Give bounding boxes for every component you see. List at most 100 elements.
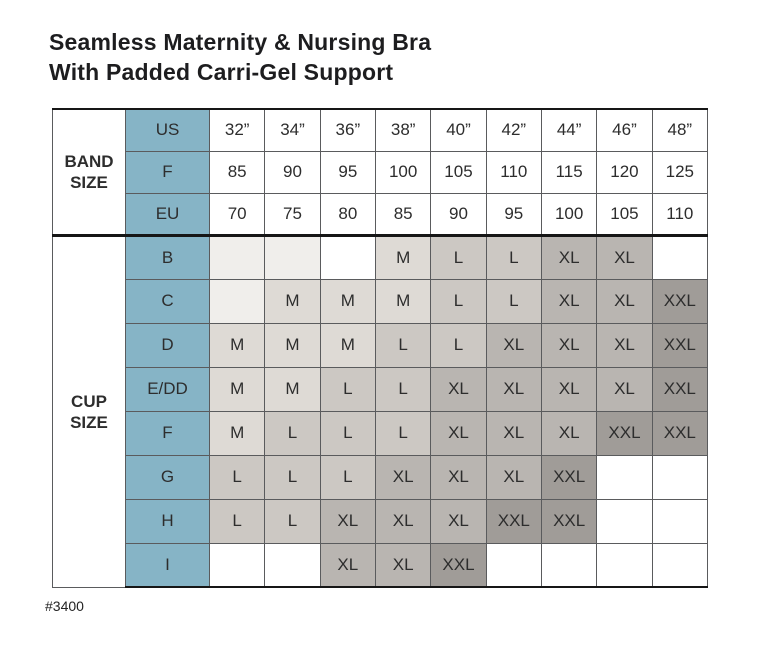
- cup-size-cell: M: [264, 322, 321, 368]
- band-value-cell: 75: [264, 192, 321, 237]
- cup-size-cell: XL: [596, 366, 653, 412]
- cup-size-cell: L: [485, 233, 542, 280]
- band-value-cell: 38”: [374, 108, 432, 152]
- band-value-cell: 85: [374, 192, 432, 237]
- cup-size-cell: L: [208, 454, 266, 500]
- cup-size-cell: L: [430, 322, 487, 368]
- cup-size-cell: XL: [430, 498, 487, 544]
- cup-size-cell: M: [374, 278, 432, 324]
- cup-size-cell: [208, 233, 266, 280]
- cup-size-cell: XL: [596, 322, 653, 368]
- band-value-cell: 32”: [208, 108, 266, 152]
- band-size-label: BAND SIZE: [52, 108, 126, 236]
- band-row-eu: EU 70 75 80 85 90 95 100 105 110: [53, 192, 709, 237]
- cup-size-cell: [596, 498, 653, 544]
- cup-size-cell: XL: [430, 366, 487, 412]
- cup-size-cell: L: [264, 410, 321, 456]
- cup-size-cell: L: [430, 278, 487, 324]
- band-row-f: F 85 90 95 100 105 110 115 120 125: [53, 150, 709, 194]
- band-value-cell: 46”: [596, 108, 653, 152]
- cup-size-cell: XL: [430, 410, 487, 456]
- cup-row-f: F M L L L XL XL XL XXL XXL: [53, 410, 709, 456]
- band-value-cell: 85: [208, 150, 266, 194]
- band-value-cell: 34”: [264, 108, 321, 152]
- cup-header-cell: G: [125, 454, 210, 500]
- band-value-cell: 110: [485, 150, 542, 194]
- band-value-cell: 90: [430, 192, 487, 237]
- side-label-line-1: CUP: [71, 391, 107, 411]
- band-header-cell: US: [125, 108, 210, 152]
- cup-size-cell: [319, 233, 376, 280]
- cup-row-h: H L L XL XL XL XXL XXL: [53, 498, 709, 544]
- cup-size-cell: M: [208, 366, 266, 412]
- size-chart-body: BAND SIZE US 32” 34” 36” 38” 40” 42” 44” 46” 48” F 85…: [52, 108, 709, 588]
- cup-size-cell: XL: [485, 322, 542, 368]
- band-value-cell: 80: [319, 192, 376, 237]
- cup-size-cell: [596, 542, 653, 588]
- cup-size-cell: XL: [596, 278, 653, 324]
- cup-size-cell: M: [208, 410, 266, 456]
- side-label-line-2: SIZE: [70, 172, 108, 192]
- band-row-us: BAND SIZE US 32” 34” 36” 38” 40” 42” 44” 46” 48”: [52, 108, 709, 236]
- cup-size-cell: L: [374, 366, 432, 412]
- cup-size-cell: [264, 542, 321, 588]
- page-title-line-2: With Padded Carri-Gel Support: [49, 59, 394, 85]
- band-value-cell: 70: [208, 192, 266, 237]
- cup-header-cell: E/DD: [125, 366, 210, 412]
- band-value-cell: 40”: [430, 108, 487, 152]
- band-value-cell: 48”: [651, 108, 709, 152]
- cup-size-cell: L: [319, 410, 376, 456]
- cup-row-b: CUP SIZE B M L L XL XL: [52, 233, 709, 588]
- cup-size-cell: [208, 278, 266, 324]
- cup-size-cell: XL: [319, 542, 376, 588]
- cup-size-cell: XXL: [540, 498, 598, 544]
- band-value-cell: 90: [264, 150, 321, 194]
- cup-size-cell: M: [264, 366, 321, 412]
- cup-size-cell: [651, 542, 709, 588]
- cup-size-cell: L: [374, 322, 432, 368]
- cup-size-cell: XL: [540, 366, 598, 412]
- cup-size-cell: XL: [485, 410, 542, 456]
- band-value-cell: 125: [651, 150, 709, 194]
- page-title-line-1: Seamless Maternity & Nursing Bra: [49, 29, 432, 55]
- cup-size-cell: XL: [374, 454, 432, 500]
- cup-size-cell: M: [319, 322, 376, 368]
- size-chart-table: BAND SIZE US 32” 34” 36” 38” 40” 42” 44” 46” 48” F 85…: [52, 108, 709, 588]
- cup-size-cell: L: [374, 410, 432, 456]
- cup-size-cell: [651, 454, 709, 500]
- cup-size-cell: XL: [374, 498, 432, 544]
- cup-size-cell: M: [264, 278, 321, 324]
- cup-size-cell: XXL: [651, 278, 709, 324]
- cup-size-cell: L: [264, 498, 321, 544]
- band-value-cell: 42”: [485, 108, 542, 152]
- cup-size-cell: M: [374, 233, 432, 280]
- band-header-cell: F: [125, 150, 210, 194]
- band-value-cell: 120: [596, 150, 653, 194]
- cup-size-cell: XL: [540, 322, 598, 368]
- cup-size-cell: XL: [540, 410, 598, 456]
- cup-size-cell: L: [208, 498, 266, 544]
- cup-header-cell: C: [125, 278, 210, 324]
- cup-size-cell: XL: [485, 366, 542, 412]
- cup-size-cell: [485, 542, 542, 588]
- cup-size-cell: M: [319, 278, 376, 324]
- band-value-cell: 115: [540, 150, 598, 194]
- cup-size-cell: L: [264, 454, 321, 500]
- cup-size-label: CUP SIZE: [52, 233, 126, 588]
- band-value-cell: 44”: [540, 108, 598, 152]
- cup-size-cell: XXL: [430, 542, 487, 588]
- cup-size-cell: [651, 233, 709, 280]
- cup-size-cell: XL: [430, 454, 487, 500]
- side-label-line-1: BAND: [64, 151, 114, 171]
- cup-header-cell: B: [125, 233, 210, 280]
- cup-size-cell: XL: [485, 454, 542, 500]
- cup-header-cell: I: [125, 542, 210, 588]
- cup-size-cell: L: [485, 278, 542, 324]
- cup-size-cell: [596, 454, 653, 500]
- cup-size-cell: XXL: [596, 410, 653, 456]
- band-value-cell: 95: [319, 150, 376, 194]
- cup-size-cell: XL: [596, 233, 653, 280]
- cup-size-cell: XL: [540, 233, 598, 280]
- cup-size-cell: XXL: [651, 410, 709, 456]
